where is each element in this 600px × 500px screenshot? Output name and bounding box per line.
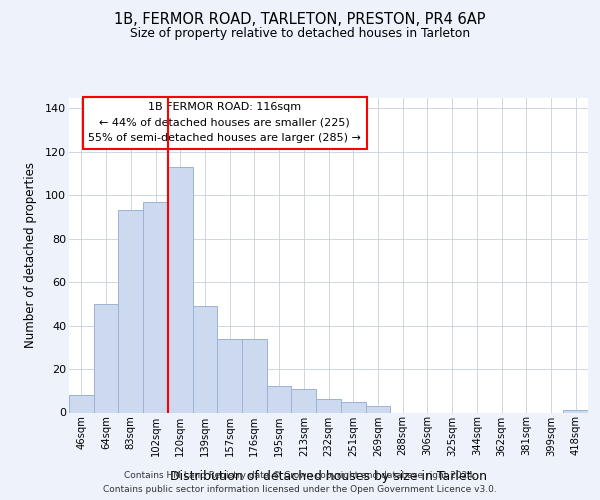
Text: 1B FERMOR ROAD: 116sqm
← 44% of detached houses are smaller (225)
55% of semi-de: 1B FERMOR ROAD: 116sqm ← 44% of detached… [88,102,361,144]
Bar [143,202,168,412]
Bar [69,395,94,412]
Bar [242,338,267,412]
Bar [94,304,118,412]
Bar [365,406,390,412]
Bar [217,338,242,412]
Bar [341,402,365,412]
X-axis label: Distribution of detached houses by size in Tarleton: Distribution of detached houses by size … [170,470,487,482]
Text: 1B, FERMOR ROAD, TARLETON, PRESTON, PR4 6AP: 1B, FERMOR ROAD, TARLETON, PRESTON, PR4 … [114,12,486,28]
Bar [168,167,193,412]
Bar [292,388,316,412]
Text: Size of property relative to detached houses in Tarleton: Size of property relative to detached ho… [130,28,470,40]
Bar [267,386,292,412]
Bar [563,410,588,412]
Bar [193,306,217,412]
Y-axis label: Number of detached properties: Number of detached properties [24,162,37,348]
Text: Contains HM Land Registry data © Crown copyright and database right 2024.
Contai: Contains HM Land Registry data © Crown c… [103,472,497,494]
Bar [118,210,143,412]
Bar [316,400,341,412]
